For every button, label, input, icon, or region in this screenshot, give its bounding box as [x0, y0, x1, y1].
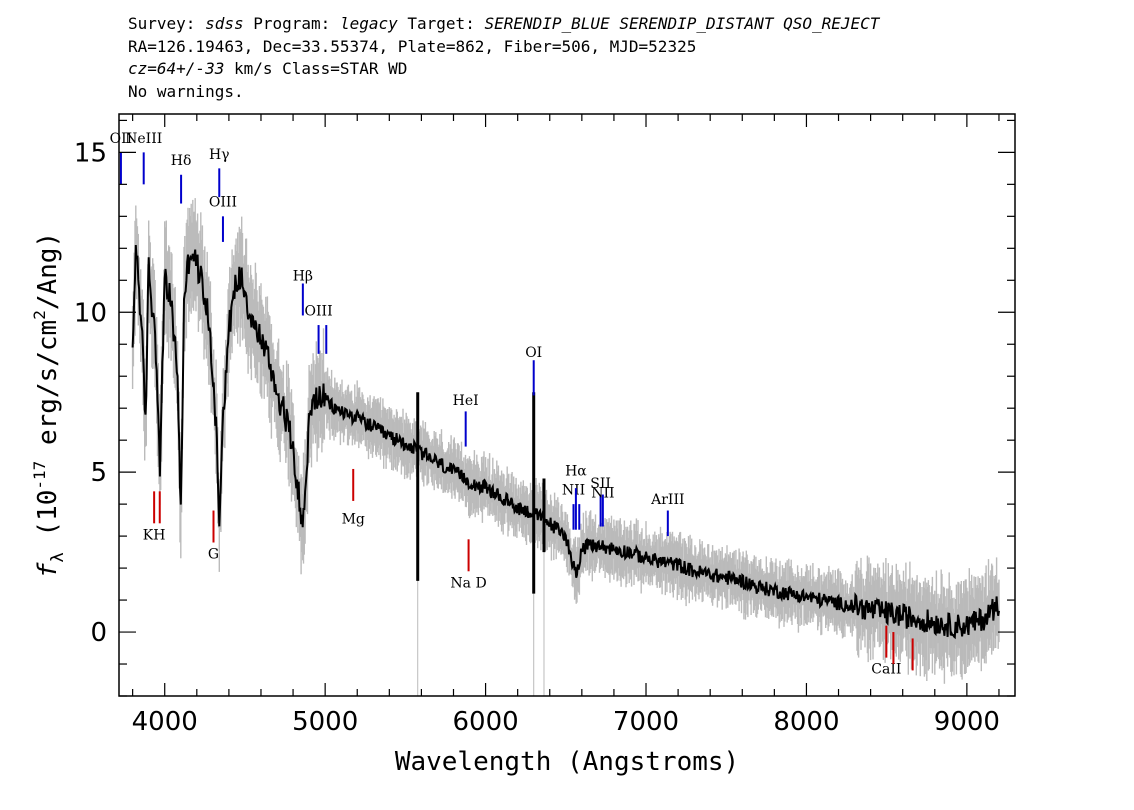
line-label: HeI: [453, 393, 479, 409]
line-label: KH: [143, 527, 166, 543]
line-label: ArIII: [650, 492, 684, 508]
spectrum-series: [131, 244, 1000, 640]
line-label: SII: [590, 476, 611, 492]
cz-value: cz=64+/-33: [128, 59, 225, 78]
y-axis-lambda: λ: [48, 552, 68, 562]
y-axis-exp1: -17: [30, 461, 49, 490]
y-tick-label: 10: [74, 298, 107, 328]
line-label: Hβ: [293, 268, 313, 284]
plot-frame: [118, 113, 1016, 697]
program-value: legacy: [339, 14, 398, 33]
survey-key: Survey:: [128, 14, 196, 33]
line-label: NII: [591, 486, 614, 502]
x-tick-label: 9000: [934, 707, 1000, 737]
x-tick-label: 5000: [292, 707, 358, 737]
target-key: Target:: [407, 14, 475, 33]
y-axis-f: f: [33, 562, 63, 578]
survey-value: sdss: [205, 14, 244, 33]
y-axis-suffix: /Ang): [33, 232, 63, 310]
line-label: NeIII: [125, 131, 162, 147]
line-label: OII: [110, 131, 133, 147]
x-tick-label: 6000: [452, 707, 518, 737]
line-label: CaII: [871, 662, 901, 678]
line-label: OI: [525, 345, 542, 361]
axes: 4000 5000 6000 7000 8000 9000 0 5 10 15: [74, 114, 1015, 737]
line-label: Hα: [565, 463, 587, 479]
y-axis-mid: erg/s/cm: [33, 320, 63, 461]
header-line-3: cz=64+/-33 km/s Class=STAR WD: [128, 58, 879, 81]
y-axis-title: fλ (10-17 erg/s/cm2/Ang): [30, 232, 68, 578]
y-axis-prefix: (10: [33, 490, 63, 537]
header-line-2: RA=126.19463, Dec=33.55374, Plate=862, F…: [128, 36, 697, 56]
svg-text:fλ (10-17 erg/s/cm2/Ang): fλ (10-17 erg/s/cm2/Ang): [30, 232, 68, 578]
line-label: OIII: [305, 303, 333, 319]
line-label: NII: [562, 483, 585, 499]
y-tick-label: 5: [90, 458, 107, 488]
x-tick-label: 7000: [613, 707, 679, 737]
y-tick-label: 15: [74, 138, 107, 168]
x-tick-label: 8000: [773, 707, 839, 737]
line-label: Na D: [450, 575, 486, 591]
y-axis-exp2: 2: [30, 310, 49, 320]
line-label: Hγ: [209, 147, 230, 163]
y-tick-label: 0: [90, 618, 107, 648]
spectrum-line: [131, 244, 1000, 640]
program-key: Program:: [253, 14, 331, 33]
class-text: km/s Class=STAR WD: [224, 59, 408, 78]
line-label: G: [208, 546, 219, 562]
noise-band: [131, 198, 1000, 696]
line-label: Mg: [342, 511, 365, 527]
target-value: SERENDIP_BLUE SERENDIP_DISTANT QSO_REJEC…: [484, 14, 880, 33]
header-line-1: Survey: sdss Program: legacy Target: SER…: [128, 13, 879, 36]
x-tick-label: 4000: [132, 707, 198, 737]
line-label: OIII: [209, 195, 237, 211]
plot-header: Survey: sdss Program: legacy Target: SER…: [128, 13, 879, 103]
x-axis-title: Wavelength (Angstroms): [395, 747, 739, 777]
header-line-4: No warnings.: [128, 81, 244, 101]
line-label: Hδ: [171, 153, 192, 169]
